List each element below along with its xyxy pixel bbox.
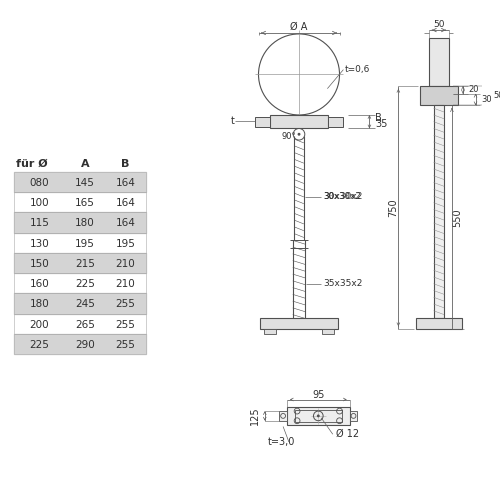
Text: B: B <box>375 113 382 123</box>
Bar <box>14 212 145 233</box>
Text: 265: 265 <box>75 320 95 330</box>
Bar <box>264 329 276 334</box>
Text: t=3,0: t=3,0 <box>268 437 295 447</box>
Bar <box>14 273 145 293</box>
Bar <box>429 38 448 86</box>
Text: 255: 255 <box>116 320 136 330</box>
Text: 35x35x2: 35x35x2 <box>323 280 362 288</box>
Text: 080: 080 <box>30 178 50 188</box>
Text: 255: 255 <box>116 300 136 310</box>
Text: 164: 164 <box>116 198 136 208</box>
Text: Ø 12: Ø 12 <box>336 429 359 439</box>
Text: 130: 130 <box>30 238 50 248</box>
Bar <box>14 212 145 233</box>
Text: 145: 145 <box>75 178 95 188</box>
Text: 750: 750 <box>388 198 398 217</box>
Bar <box>14 294 145 314</box>
Bar <box>14 172 145 192</box>
Bar <box>14 334 145 354</box>
Bar <box>14 334 145 354</box>
Text: 225: 225 <box>75 279 95 289</box>
Text: B: B <box>121 159 130 169</box>
Bar <box>14 192 145 212</box>
Text: 225: 225 <box>30 340 50 350</box>
Bar <box>328 117 344 126</box>
Bar <box>287 407 350 424</box>
Bar <box>416 318 462 329</box>
Bar <box>14 253 145 273</box>
Circle shape <box>317 414 320 418</box>
Text: 50: 50 <box>493 91 500 100</box>
Text: 125: 125 <box>250 406 260 425</box>
Text: 115: 115 <box>30 218 50 228</box>
Text: 550: 550 <box>452 208 462 227</box>
Bar <box>14 294 145 314</box>
Text: 195: 195 <box>116 238 136 248</box>
Bar <box>14 314 145 334</box>
Bar <box>254 117 270 126</box>
Text: 180: 180 <box>30 300 50 310</box>
Text: 180: 180 <box>75 218 95 228</box>
Text: 195: 195 <box>75 238 95 248</box>
Text: 20: 20 <box>469 86 480 94</box>
Bar <box>14 172 145 192</box>
Bar <box>434 106 444 318</box>
Text: 30x30x2: 30x30x2 <box>323 192 361 202</box>
Text: für Ø: für Ø <box>16 159 48 169</box>
Bar <box>420 86 458 106</box>
Text: 164: 164 <box>116 178 136 188</box>
Bar <box>322 329 334 334</box>
Text: 255: 255 <box>116 340 136 350</box>
Text: 95: 95 <box>312 390 324 400</box>
Text: 215: 215 <box>75 259 95 269</box>
Text: 150: 150 <box>30 259 50 269</box>
Text: 100: 100 <box>30 198 50 208</box>
Bar <box>294 410 342 422</box>
Text: 200: 200 <box>30 320 50 330</box>
Text: Ø A: Ø A <box>290 22 308 32</box>
Text: t: t <box>230 116 234 126</box>
Text: 30: 30 <box>482 95 492 104</box>
Bar <box>350 411 358 420</box>
Text: A: A <box>80 159 89 169</box>
Text: 210: 210 <box>116 279 136 289</box>
Bar <box>14 253 145 273</box>
Text: 90°: 90° <box>282 132 296 140</box>
Bar <box>270 115 328 128</box>
Text: 35: 35 <box>375 118 388 128</box>
Circle shape <box>298 133 300 136</box>
Text: t=0,6: t=0,6 <box>344 65 370 74</box>
Text: 290: 290 <box>75 340 95 350</box>
Bar <box>14 232 145 253</box>
Text: 50: 50 <box>433 20 444 29</box>
Text: 210: 210 <box>116 259 136 269</box>
Bar <box>260 318 338 329</box>
Text: 164: 164 <box>116 218 136 228</box>
Text: 160: 160 <box>30 279 50 289</box>
Bar <box>279 411 287 420</box>
Text: 245: 245 <box>75 300 95 310</box>
Text: 165: 165 <box>75 198 95 208</box>
Text: 30x30x2: 30x30x2 <box>323 192 362 202</box>
